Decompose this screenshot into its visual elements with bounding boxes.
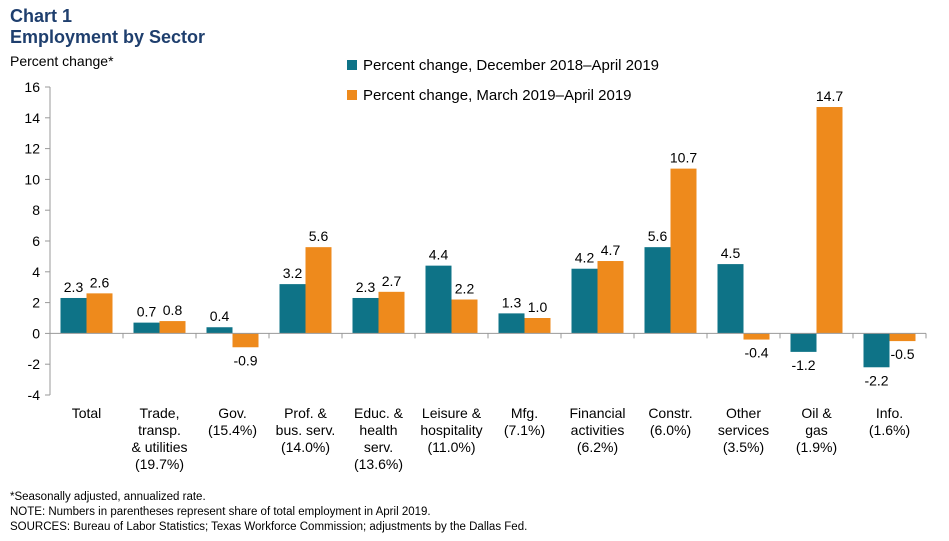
bar-series-2 — [816, 107, 843, 334]
x-category-label: Prof. & bus. serv. (14.0%) — [276, 405, 336, 455]
footnote-seasonal: *Seasonally adjusted, annualized rate. — [10, 491, 206, 503]
data-label: 2.6 — [90, 274, 110, 290]
bar-series-1 — [352, 297, 379, 334]
bar-series-1 — [863, 333, 890, 368]
y-tick-label: -2 — [28, 356, 41, 372]
legend-label-series-2: Percent change, March 2019–April 2019 — [363, 87, 632, 104]
bar-chart: -4 -2 0 2 4 6 8 10 12 14 16 2.3 2.6 0.7 0.8 0.4 -0.9 3.2 5… — [24, 57, 927, 472]
footnote-note: NOTE: Numbers in parentheses represent s… — [10, 506, 431, 518]
bar-series-2 — [889, 333, 916, 342]
data-label: 5.6 — [648, 228, 668, 244]
x-category-label: Gov. (15.4%) — [208, 405, 257, 438]
data-label: -0.4 — [744, 345, 768, 361]
data-label: -0.9 — [233, 352, 257, 368]
x-category-label: Mfg. (7.1%) — [504, 405, 545, 438]
x-category-label: Leisure & hospitality (11.0%) — [420, 405, 482, 455]
y-tick-label: 8 — [32, 202, 40, 218]
chart-label: Chart 1 — [10, 6, 73, 26]
data-label: 4.4 — [429, 247, 449, 263]
x-category-label: Other services (3.5%) — [718, 405, 769, 455]
x-category-label: Oil & gas (1.9%) — [796, 405, 837, 455]
data-label: 1.3 — [502, 294, 522, 310]
data-label: 2.2 — [455, 281, 475, 297]
data-label: 5.6 — [309, 228, 329, 244]
data-label: -2.2 — [864, 372, 888, 388]
bar-series-2 — [232, 333, 259, 348]
y-tick-label: 10 — [24, 171, 40, 187]
bar-series-2 — [378, 291, 405, 334]
data-label: 4.7 — [601, 242, 621, 258]
bar-series-1 — [644, 247, 671, 334]
legend-swatch-series-1 — [347, 60, 357, 70]
data-label: 2.3 — [64, 279, 84, 295]
bar-series-1 — [790, 333, 817, 352]
y-tick-label: 14 — [24, 110, 40, 126]
data-label: -1.2 — [791, 357, 815, 373]
bar-series-1 — [206, 327, 233, 334]
data-label: 0.4 — [210, 308, 230, 324]
bar-series-1 — [425, 265, 452, 334]
bar-series-1 — [60, 297, 87, 334]
x-category-label: Info. (1.6%) — [869, 405, 910, 438]
x-category-label: Financial activities (6.2%) — [569, 405, 625, 455]
bar-series-1 — [717, 264, 744, 334]
legend-swatch-series-2 — [347, 90, 357, 100]
data-label: 14.7 — [816, 88, 843, 104]
bar-series-2 — [597, 261, 624, 334]
x-category-label: Total — [72, 405, 102, 421]
legend-label-series-1: Percent change, December 2018–April 2019 — [363, 57, 659, 74]
bar-series-2 — [305, 247, 332, 334]
data-label: 2.7 — [382, 273, 402, 289]
y-tick-label: 16 — [24, 79, 40, 95]
data-label: 4.5 — [721, 245, 741, 261]
y-tick-label: 0 — [32, 325, 40, 341]
x-category-label: Educ. & health serv. (13.6%) — [354, 405, 404, 472]
data-label: 1.0 — [528, 299, 548, 315]
y-tick-label: 6 — [32, 233, 40, 249]
data-label: -0.5 — [890, 346, 914, 362]
bar-series-1 — [279, 284, 306, 334]
y-tick-label: -4 — [28, 387, 41, 403]
bar-series-1 — [133, 322, 160, 334]
y-tick-label: 12 — [24, 141, 40, 157]
bar-series-2 — [159, 321, 186, 334]
bar-series-2 — [743, 333, 770, 340]
bar-series-2 — [86, 293, 113, 334]
footnote-sources: SOURCES: Bureau of Labor Statistics; Tex… — [10, 521, 528, 533]
bar-series-2 — [670, 168, 697, 334]
bar-series-2 — [451, 299, 478, 334]
data-label: 0.7 — [137, 304, 157, 320]
chart-title: Employment by Sector — [10, 27, 206, 47]
x-category-label: Trade, transp. & utilities (19.7%) — [131, 405, 187, 472]
bar-series-1 — [498, 313, 525, 334]
data-label: 2.3 — [356, 279, 376, 295]
data-label: 0.8 — [163, 302, 183, 318]
data-label: 4.2 — [575, 250, 595, 266]
y-axis-label: Percent change* — [10, 53, 114, 69]
bar-series-2 — [524, 318, 551, 334]
bar-series-1 — [571, 268, 598, 334]
data-label: 3.2 — [283, 265, 303, 281]
y-tick-label: 2 — [32, 295, 40, 311]
data-label: 10.7 — [670, 150, 697, 166]
y-tick-label: 4 — [32, 264, 40, 280]
x-category-label: Constr. (6.0%) — [648, 405, 692, 438]
